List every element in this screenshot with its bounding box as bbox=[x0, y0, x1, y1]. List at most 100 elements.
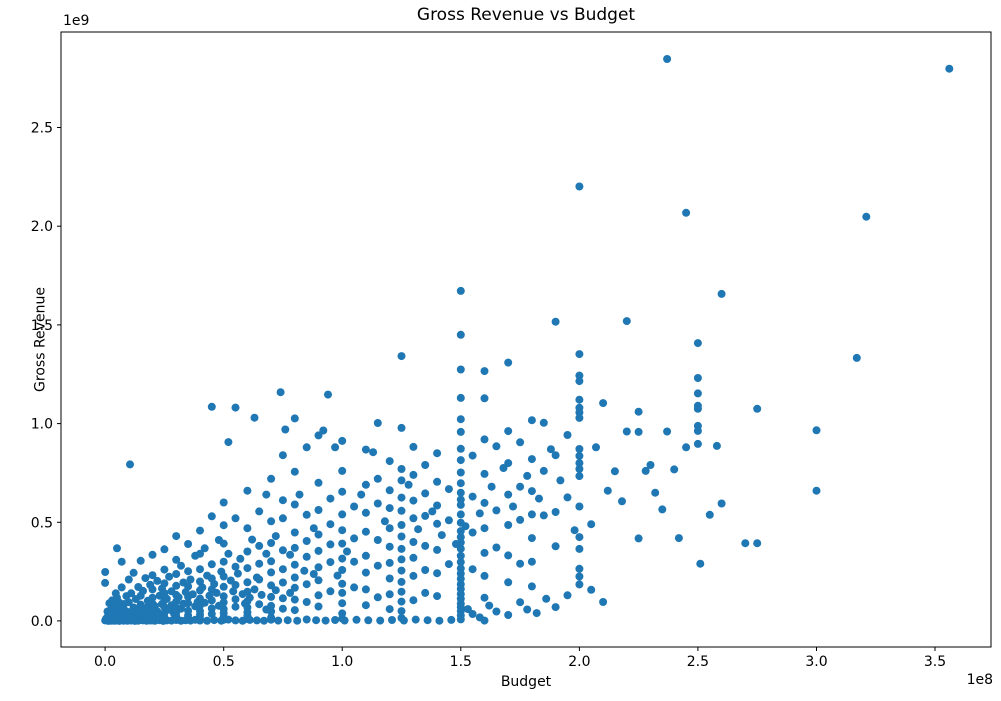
scatter-point bbox=[575, 445, 584, 453]
scatter-point bbox=[456, 488, 465, 497]
scatter-point bbox=[278, 565, 287, 574]
scatter-point bbox=[397, 352, 406, 361]
scatter-point bbox=[504, 427, 513, 436]
scatter-point bbox=[456, 500, 465, 509]
scatter-point bbox=[461, 522, 470, 531]
scatter-point bbox=[556, 476, 565, 485]
scatter-point bbox=[321, 616, 330, 625]
scatter-point bbox=[693, 339, 702, 348]
scatter-point bbox=[444, 485, 453, 494]
scatter-point bbox=[338, 510, 347, 519]
scatter-point bbox=[527, 455, 536, 464]
scatter-point bbox=[435, 616, 444, 625]
scatter-point bbox=[447, 615, 456, 624]
scatter-point bbox=[603, 486, 612, 495]
scatter-point bbox=[563, 431, 572, 439]
scatter-point bbox=[575, 502, 584, 511]
scatter-point bbox=[423, 616, 432, 625]
scatter-point bbox=[373, 499, 382, 508]
scatter-point bbox=[551, 508, 560, 516]
scatter-point bbox=[101, 578, 110, 587]
scatter-point bbox=[278, 578, 287, 587]
scatter-point bbox=[165, 572, 174, 581]
scatter-point bbox=[385, 486, 394, 495]
scatter-point bbox=[717, 499, 726, 508]
scatter-point bbox=[331, 616, 340, 624]
scatter-point bbox=[646, 461, 655, 469]
scatter-point bbox=[753, 404, 762, 413]
scatter-point bbox=[539, 418, 548, 427]
scatter-point bbox=[705, 510, 714, 519]
scatter-point bbox=[542, 594, 551, 603]
scatter-point bbox=[286, 588, 295, 597]
y-tick-label: 1.0 bbox=[31, 417, 53, 433]
scatter-point bbox=[302, 615, 311, 624]
scatter-point bbox=[480, 435, 489, 444]
scatter-point bbox=[314, 478, 323, 487]
scatter-point bbox=[302, 537, 311, 545]
scatter-point bbox=[456, 456, 465, 465]
scatter-point bbox=[127, 589, 136, 598]
scatter-point bbox=[492, 543, 501, 552]
scatter-point bbox=[231, 616, 240, 625]
scatter-point bbox=[117, 557, 126, 566]
scatter-point bbox=[527, 416, 536, 425]
scatter-point bbox=[278, 594, 287, 603]
scatter-point bbox=[373, 593, 382, 602]
scatter-point bbox=[212, 588, 221, 597]
scatter-point bbox=[456, 574, 465, 583]
scatter-point bbox=[622, 317, 631, 326]
scatter-point bbox=[124, 575, 133, 584]
scatter-point bbox=[527, 582, 536, 591]
scatter-point bbox=[433, 592, 442, 601]
scatter-point bbox=[385, 574, 394, 583]
scatter-point bbox=[184, 599, 193, 608]
scatter-point bbox=[271, 586, 280, 595]
scatter-point bbox=[456, 330, 465, 339]
x-tick-label: 3.0 bbox=[805, 654, 827, 670]
scatter-point bbox=[286, 550, 295, 559]
scatter-point bbox=[421, 489, 430, 498]
scatter-point bbox=[388, 616, 396, 624]
scatter-point bbox=[361, 527, 370, 536]
scatter-point bbox=[207, 610, 216, 618]
scatter-point bbox=[312, 616, 321, 625]
scatter-point bbox=[397, 597, 406, 606]
scatter-point bbox=[245, 593, 254, 602]
scatter-point bbox=[243, 547, 252, 556]
scatter-point bbox=[219, 539, 228, 548]
scatter-point bbox=[812, 426, 821, 435]
scatter-point bbox=[468, 492, 477, 501]
scatter-point bbox=[404, 480, 413, 489]
scatter-point bbox=[350, 557, 359, 566]
scatter-point bbox=[812, 486, 821, 495]
scatter-point bbox=[267, 607, 276, 616]
scatter-point bbox=[350, 583, 359, 592]
y-tick-label: 0.0 bbox=[31, 614, 53, 630]
scatter-point bbox=[172, 581, 181, 590]
scatter-point bbox=[207, 596, 216, 605]
scatter-point bbox=[444, 560, 453, 569]
scatter-point bbox=[160, 565, 169, 574]
scatter-point bbox=[480, 469, 489, 478]
scatter-point bbox=[274, 616, 283, 625]
scatter-point bbox=[172, 555, 181, 564]
scatter-point bbox=[575, 182, 584, 191]
scatter-point bbox=[302, 510, 311, 519]
scatter-point bbox=[456, 538, 465, 547]
scatter-point bbox=[309, 524, 318, 533]
scatter-point bbox=[243, 486, 252, 495]
y-tick-label: 2.5 bbox=[31, 121, 53, 137]
scatter-point bbox=[397, 607, 406, 616]
scatter-point bbox=[551, 317, 560, 326]
scatter-point bbox=[456, 286, 465, 295]
scatter-point bbox=[267, 601, 276, 610]
y-tick-label: 0.5 bbox=[31, 515, 53, 531]
scatter-point bbox=[200, 598, 209, 607]
scatter-point bbox=[385, 590, 394, 599]
scatter-point bbox=[302, 552, 311, 561]
scatter-point bbox=[409, 496, 418, 505]
scatter-point bbox=[267, 539, 276, 547]
scatter-point bbox=[504, 459, 513, 468]
scatter-point bbox=[409, 470, 418, 479]
